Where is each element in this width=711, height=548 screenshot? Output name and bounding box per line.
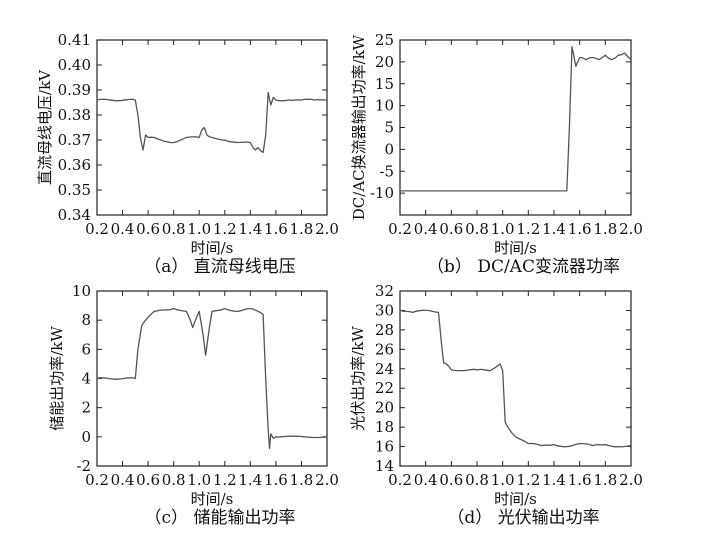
y-tick-label: -2: [76, 457, 91, 475]
x-tick-label: 1.4: [542, 220, 566, 238]
x-tick-label: 1.8: [593, 471, 617, 489]
series-line-d: [399, 309, 632, 448]
x-tick-label: 1.8: [593, 220, 617, 238]
y-tick-label: -10: [370, 184, 394, 202]
x-tick-label: 1.0: [187, 471, 211, 489]
x-tick-label: 1.2: [213, 220, 237, 238]
chart-b: 0.2 0.4 0.6 0.8 1.0 1.2 1.4 1.6 1.8 2.0 -10 -5 0 5 10 1…: [350, 31, 643, 277]
y-tick-label: 18: [375, 418, 394, 436]
y-tick-label: 20: [375, 399, 394, 417]
y-tick-label: 0.35: [58, 181, 91, 199]
x-axis-label: 时间/s: [494, 490, 537, 508]
x-tick-label: 1.6: [568, 471, 592, 489]
x-tick-label: 0.8: [162, 471, 186, 489]
x-tick-label: 1.6: [264, 471, 288, 489]
plot-frame: [96, 290, 328, 467]
x-tick-label: 0.2: [388, 220, 412, 238]
y-tick-label: 32: [375, 282, 394, 300]
plot-frame: [96, 39, 328, 216]
y-tick-label: 8: [81, 311, 91, 329]
x-tick-label: 1.4: [238, 220, 262, 238]
x-tick-label: 0.8: [162, 220, 186, 238]
y-tick-label: 14: [375, 457, 394, 475]
y-tick-label: 10: [375, 97, 394, 115]
y-tick-label: 0.36: [58, 156, 91, 174]
x-tick-label: 0.6: [136, 471, 160, 489]
y-tick-label: 0.37: [58, 131, 91, 149]
x-tick-label: 1.8: [290, 220, 314, 238]
y-tick-label: 4: [81, 370, 91, 388]
x-tick-label: 0.2: [85, 220, 109, 238]
x-tick-label: 1.4: [238, 471, 262, 489]
y-tick-label: 28: [375, 321, 394, 339]
chart-c: 0.2 0.4 0.6 0.8 1.0 1.2 1.4 1.6 1.8 2.0 -2 0 2 4 6 8 10 时…: [48, 282, 339, 528]
plot-frame: [399, 39, 632, 216]
y-tick-label: 5: [384, 119, 394, 137]
series-line-b: [400, 45, 632, 192]
x-tick-label: 0.2: [388, 471, 412, 489]
x-tick-label: 0.4: [414, 220, 438, 238]
chart-caption: （c） 储能输出功率: [145, 508, 296, 528]
x-tick-label: 2.0: [315, 471, 339, 489]
y-tick-label: 0.39: [58, 81, 91, 99]
x-axis-label: 时间/s: [191, 490, 234, 508]
y-axis-label: 储能出功率/kW: [48, 326, 66, 431]
chart-a: 0.2 0.4 0.6 0.8 1.0 1.2 1.4 1.6 1.8 2.0 0.34 0.35 0.…: [36, 31, 339, 277]
x-tick-label: 2.0: [619, 220, 643, 238]
y-axis-label: 光伏出功率/kW: [349, 326, 367, 431]
y-tick-label: 30: [375, 301, 394, 319]
y-tick-label: 0: [384, 140, 394, 158]
x-axis-label: 时间/s: [191, 239, 234, 257]
series-line-a: [96, 91, 327, 154]
y-tick-label: 2: [81, 399, 91, 417]
chart-caption: （a） 直流母线电压: [144, 257, 296, 277]
y-tick-label: 0.40: [58, 56, 91, 74]
x-tick-label: 1.0: [187, 220, 211, 238]
y-tick-label: 16: [375, 438, 394, 456]
x-tick-label: 1.8: [290, 471, 314, 489]
x-tick-label: 0.2: [85, 471, 109, 489]
x-tick-label: 1.0: [491, 471, 515, 489]
y-tick-label: 25: [375, 31, 394, 49]
y-tick-label: 26: [375, 340, 394, 358]
y-tick-label: 15: [375, 75, 394, 93]
x-tick-label: 1.6: [264, 220, 288, 238]
y-tick-label: 0: [81, 428, 91, 446]
y-tick-label: 22: [375, 379, 394, 397]
x-axis-label: 时间/s: [494, 239, 537, 257]
y-tick-label: 10: [72, 282, 91, 300]
y-tick-label: -5: [379, 162, 394, 180]
x-tick-label: 1.4: [542, 471, 566, 489]
y-axis-label: DC/AC换流器输出功率/kW: [350, 34, 368, 220]
x-tick-label: 1.2: [516, 220, 540, 238]
chart-caption: （b） DC/AC变流器功率: [427, 257, 620, 277]
x-tick-label: 0.6: [439, 220, 463, 238]
x-tick-label: 1.0: [491, 220, 515, 238]
x-tick-label: 0.4: [111, 471, 135, 489]
x-tick-label: 1.2: [213, 471, 237, 489]
x-tick-label: 0.8: [465, 220, 489, 238]
x-tick-label: 1.2: [516, 471, 540, 489]
series-line-c: [96, 307, 328, 450]
y-tick-label: 0.41: [58, 31, 91, 49]
x-tick-label: 0.6: [439, 471, 463, 489]
y-tick-label: 0.38: [58, 106, 91, 124]
y-axis-label: 直流母线电压/kV: [36, 69, 54, 185]
x-tick-label: 0.4: [414, 471, 438, 489]
x-tick-label: 2.0: [315, 220, 339, 238]
y-tick-label: 0.34: [58, 206, 91, 224]
chart-caption: （d） 光伏输出功率: [447, 508, 599, 528]
plot-frame: [399, 290, 632, 467]
x-tick-label: 1.6: [568, 220, 592, 238]
y-tick-label: 24: [375, 360, 394, 378]
y-tick-label: 6: [81, 340, 91, 358]
x-tick-label: 0.6: [136, 220, 160, 238]
x-tick-label: 0.8: [465, 471, 489, 489]
x-tick-label: 0.4: [111, 220, 135, 238]
y-tick-label: 20: [375, 53, 394, 71]
x-tick-label: 2.0: [619, 471, 643, 489]
